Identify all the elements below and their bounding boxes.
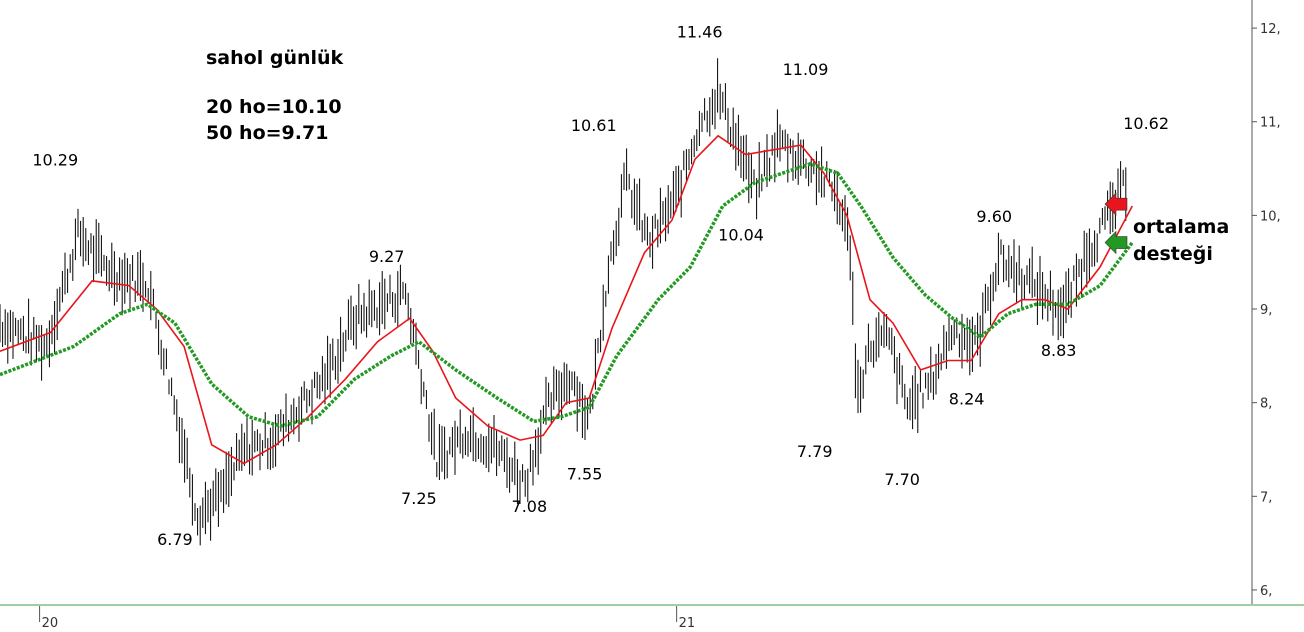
ma50-note: 50 ho=9.71 (206, 122, 329, 144)
value-label: 11.09 (783, 60, 829, 79)
red-arrow (1104, 192, 1128, 216)
value-label: 10.61 (571, 116, 617, 135)
value-label: 7.79 (797, 442, 833, 461)
green-arrow (1104, 230, 1128, 255)
ma20-note: 20 ho=10.10 (206, 96, 342, 118)
ma50-line (0, 162, 1134, 428)
x-tick-label: 21 (679, 616, 696, 631)
price-bars (0, 58, 1127, 546)
value-label: 10.62 (1123, 114, 1169, 133)
y-tick-label: 12, (1260, 22, 1281, 37)
y-tick-label: 8, (1260, 397, 1272, 412)
value-label: 8.83 (1041, 341, 1077, 360)
value-label: 7.70 (884, 470, 920, 489)
value-label: 11.46 (677, 22, 723, 41)
value-label: 6.79 (157, 530, 193, 549)
value-label: 7.08 (512, 497, 548, 516)
y-tick-label: 9, (1260, 303, 1272, 318)
ma20-line (0, 134, 1134, 465)
value-label: 9.60 (976, 207, 1012, 226)
y-tick-label: 10, (1260, 209, 1281, 224)
value-label: 10.29 (32, 151, 78, 170)
value-label: 9.27 (369, 247, 405, 266)
value-label: 7.25 (401, 489, 437, 508)
support-label-line2: desteği (1133, 243, 1213, 265)
chart-title: sahol günlük (206, 47, 344, 69)
x-tick-label: 20 (42, 616, 59, 631)
y-tick-label: 7, (1260, 490, 1272, 505)
y-tick-label: 6, (1260, 584, 1272, 599)
value-label: 7.55 (567, 464, 603, 483)
value-label: 8.24 (949, 390, 985, 409)
value-label: 10.04 (718, 226, 764, 245)
support-label-line1: ortalama (1133, 216, 1230, 238)
y-tick-label: 11, (1260, 116, 1281, 131)
